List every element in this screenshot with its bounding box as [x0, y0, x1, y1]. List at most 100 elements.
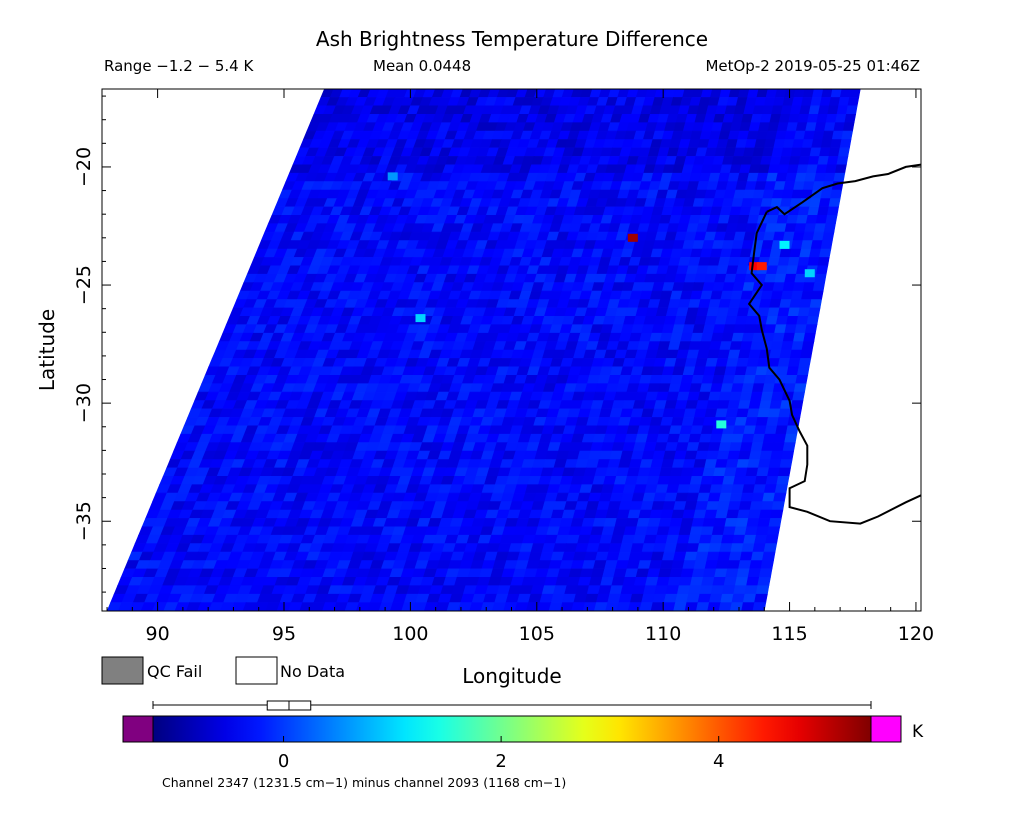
swath-pixel — [667, 576, 682, 587]
swath-pixel — [791, 341, 804, 351]
swath-pixel — [633, 576, 648, 587]
swath-pixel — [739, 551, 754, 561]
swath-pixel — [820, 189, 833, 199]
swath-pixel — [671, 560, 685, 570]
swath-pixel — [737, 509, 751, 519]
swath-pixel — [764, 374, 777, 385]
swath-pixel — [822, 231, 835, 241]
swath-pixel — [630, 543, 645, 553]
swath-pixel — [723, 576, 738, 587]
swath-pixel — [834, 164, 847, 174]
swath-pixel — [767, 307, 780, 317]
swath-pixel — [796, 366, 810, 376]
swath-pixel — [678, 576, 693, 587]
colorbar-tick-label: 4 — [713, 751, 724, 772]
swath-pixel — [786, 366, 800, 376]
swath-pixel — [796, 315, 809, 326]
swath-pixel — [693, 459, 707, 469]
feature-pixel — [627, 233, 638, 242]
swath-pixel — [803, 332, 816, 342]
swath-pixel — [704, 408, 718, 418]
swath-pixel — [731, 593, 746, 603]
swath-pixel — [708, 593, 723, 603]
swath-pixel — [750, 442, 764, 452]
swath-pixel — [744, 366, 758, 376]
swath-pixel — [789, 349, 803, 359]
swath-pixel — [665, 534, 680, 544]
swath-pixel — [716, 501, 731, 511]
swath-pixel — [764, 425, 778, 435]
swath-pixel — [711, 526, 726, 536]
swath-pixel — [754, 593, 768, 603]
swath-pixel — [687, 484, 702, 494]
swath-pixel — [762, 383, 776, 393]
swath-pixel — [735, 315, 748, 326]
swath-pixel — [646, 568, 661, 578]
swath-pixel — [673, 602, 688, 612]
swath-pixel — [726, 509, 740, 519]
mean-label: Mean 0.0448 — [373, 57, 471, 75]
swath-pixel — [814, 223, 827, 233]
swath-pixel — [810, 240, 823, 250]
swath-pixel — [684, 551, 698, 561]
swath-pixel — [771, 391, 785, 401]
swath-pixel — [641, 543, 656, 553]
distribution-boxplot — [152, 700, 872, 711]
x-axis-label: Longitude — [462, 664, 561, 688]
swath-pixel — [730, 543, 744, 553]
swath-pixel — [729, 442, 743, 452]
swath-pixel — [785, 265, 799, 275]
swath-pixel — [641, 593, 656, 603]
swath-pixel — [704, 560, 719, 570]
swath-pixel — [791, 290, 804, 300]
swath-pixel — [745, 467, 759, 477]
swath-pixel — [818, 198, 831, 208]
swath-pixel — [702, 518, 716, 528]
qc-fail-swatch — [101, 656, 144, 685]
feature-pixel — [716, 420, 727, 429]
swath-pixel — [782, 282, 796, 292]
swath-pixel — [809, 299, 822, 309]
swath-pixel — [743, 475, 758, 486]
swath-pixel — [807, 156, 820, 166]
swath-pixel — [774, 273, 787, 283]
swath-pixel — [744, 585, 759, 595]
swath-pixel — [747, 568, 762, 578]
swath-pixel — [766, 526, 781, 536]
swath-pixel — [670, 467, 684, 477]
swath-pixel — [762, 282, 775, 292]
swath-pixel — [743, 374, 757, 385]
swath-pixel — [771, 442, 785, 452]
swath-pixel — [661, 551, 676, 561]
swath-pixel — [689, 475, 704, 486]
swath-pixel — [759, 450, 773, 460]
swath-pixel — [716, 450, 730, 460]
swath-pixel — [817, 206, 830, 216]
swath-pixel — [720, 433, 734, 443]
swath-pixel — [761, 442, 775, 452]
swath-pixel — [807, 257, 820, 267]
swath-pixel — [774, 324, 787, 334]
swath-pixel — [760, 501, 774, 511]
swath-pixel — [740, 492, 754, 502]
swath-pixel — [794, 223, 807, 233]
swath-pixel — [671, 509, 685, 519]
swath-pixel — [826, 206, 839, 216]
swath-pixel — [835, 114, 847, 123]
x-tick-label: 115 — [771, 623, 807, 645]
swath-pixel — [686, 593, 701, 603]
swath-pixel — [755, 585, 770, 595]
swath-pixel — [795, 374, 809, 385]
swath-pixel — [696, 492, 711, 502]
swath-pixel — [674, 543, 689, 553]
x-tick-label: 110 — [645, 623, 681, 645]
swath-pixel — [752, 543, 766, 553]
swath-pixel — [715, 560, 730, 570]
swath-pixel — [695, 400, 709, 410]
chart-title: Ash Brightness Temperature Difference — [316, 27, 708, 51]
swath-pixel — [732, 534, 746, 544]
swath-pixel — [656, 526, 671, 536]
swath-pixel — [753, 484, 767, 494]
swath-pixel — [782, 231, 796, 241]
swath-pixel — [812, 231, 825, 241]
